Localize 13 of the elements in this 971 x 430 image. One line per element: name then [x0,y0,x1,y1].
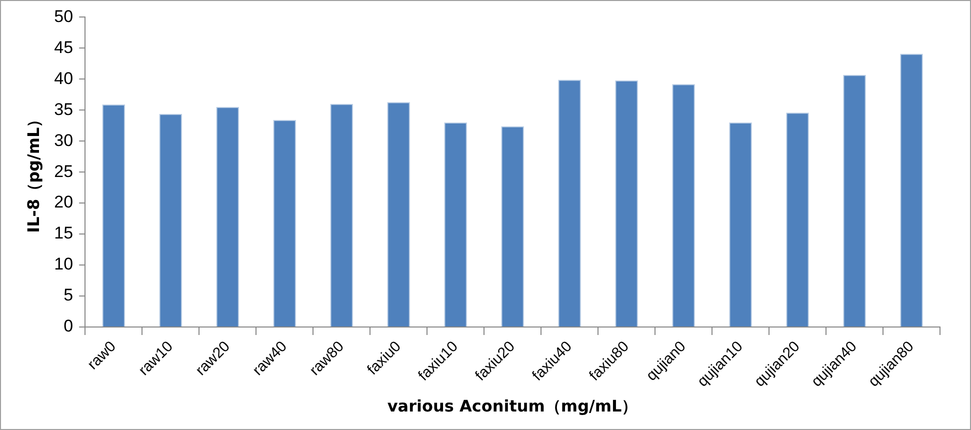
y-tick-label: 30 [54,130,74,150]
y-tick-label: 20 [54,192,74,212]
x-axis-title: various Aconitum（mg/mL） [387,396,638,416]
y-tick-label: 35 [54,100,74,119]
y-tick-label: 5 [64,286,74,305]
y-tick-label: 10 [54,254,74,274]
y-tick-label: 45 [54,38,74,57]
y-axis-title: IL-8（pg/mL） [24,111,43,233]
y-tick-label: 40 [54,68,74,88]
y-tick-label: 50 [54,6,74,26]
y-tick-label: 0 [64,316,74,336]
y-tick-label: 25 [54,162,74,181]
y-tick-label: 15 [54,224,74,243]
